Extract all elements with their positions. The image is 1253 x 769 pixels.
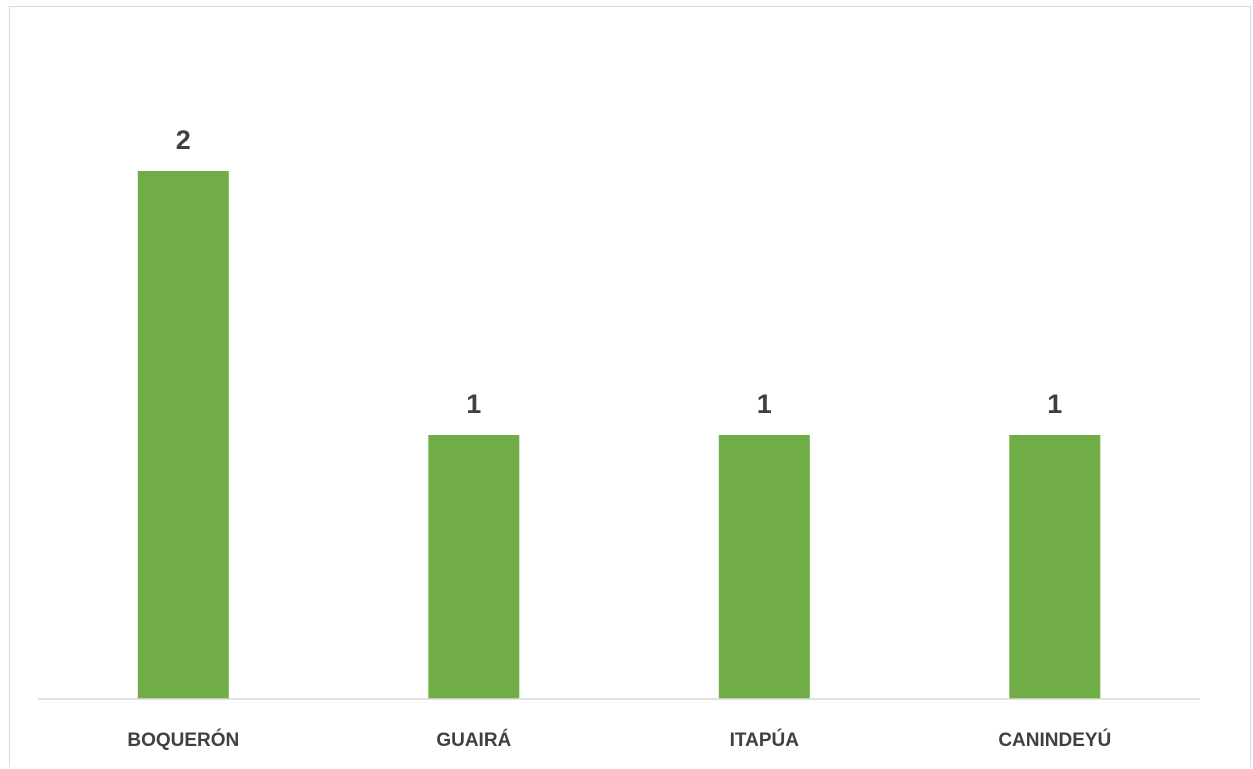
x-tick-label-4: CANINDEYÚ: [998, 729, 1111, 751]
data-label-4: 1: [1047, 389, 1062, 419]
bar-3: [718, 435, 810, 699]
chart-frame: 2 1 1 1 BOQUERÓN GUAIRÁ ITAPÚA CANINDEYÚ: [9, 6, 1251, 767]
x-tick-label-2: GUAIRÁ: [436, 729, 511, 751]
x-tick-label-1: BOQUERÓN: [127, 729, 239, 751]
bar-2: [428, 435, 520, 699]
data-label-3: 1: [757, 389, 772, 419]
bar-chart: 2 1 1 1 BOQUERÓN GUAIRÁ ITAPÚA CANINDEYÚ: [38, 125, 1200, 751]
data-label-2: 1: [466, 389, 481, 419]
x-tick-labels-layer: BOQUERÓN GUAIRÁ ITAPÚA CANINDEYÚ: [127, 729, 1111, 751]
data-labels-layer: 2 1 1 1: [176, 125, 1063, 419]
x-tick-label-3: ITAPÚA: [730, 729, 800, 751]
bars-layer: [137, 171, 1101, 699]
bar-1: [137, 171, 229, 699]
bar-4: [1009, 435, 1101, 699]
data-label-1: 2: [176, 125, 191, 155]
